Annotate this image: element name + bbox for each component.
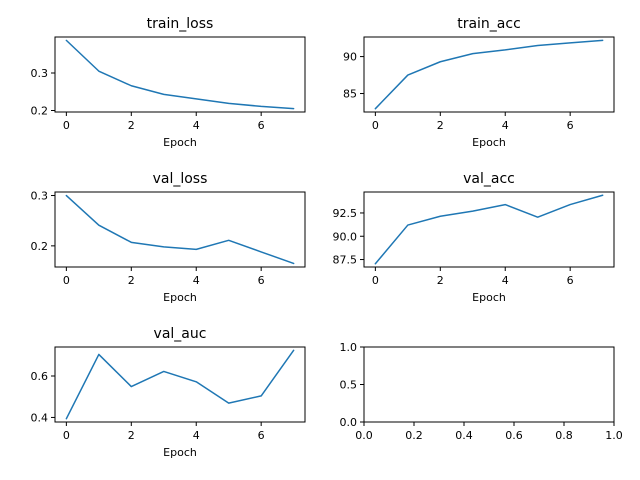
- x-tick-label: 0: [63, 274, 70, 287]
- series-line: [374, 39, 604, 110]
- x-tick-label: 0.6: [505, 429, 523, 442]
- x-tick-label: 2: [437, 274, 444, 287]
- axes-frame: [363, 36, 615, 113]
- x-tick-label: 0.4: [455, 429, 473, 442]
- y-tick-label: 0.6: [31, 370, 49, 383]
- x-axis-label: Epoch: [163, 291, 197, 304]
- subplot-title: train_loss: [147, 16, 214, 32]
- x-axis-label: Epoch: [163, 446, 197, 459]
- y-tick-label: 0.2: [31, 105, 49, 118]
- y-tick-label: 90.0: [333, 230, 358, 243]
- x-tick-label: 4: [502, 119, 509, 132]
- y-tick-label: 0.0: [340, 416, 358, 429]
- x-tick-label: 6: [258, 274, 265, 287]
- series-line: [374, 194, 604, 265]
- x-tick-label: 0: [63, 119, 70, 132]
- subplot-val_loss: 0 2 4 6 0.2 0.3 val_loss Epoch: [31, 171, 306, 304]
- y-tick-label: 0.3: [31, 67, 49, 80]
- axes-frame: [363, 346, 615, 423]
- x-tick-label: 0.8: [555, 429, 573, 442]
- x-tick-label: 1.0: [605, 429, 623, 442]
- y-tick-label: 92.5: [333, 207, 358, 220]
- x-tick-label: 6: [258, 429, 265, 442]
- subplot-title: val_auc: [154, 326, 207, 342]
- axes-frame: [54, 191, 306, 268]
- series-line: [65, 194, 295, 265]
- subplot-val_auc: 0 2 4 6 0.4 0.6 val_auc Epoch: [31, 326, 306, 459]
- x-tick-label: 6: [567, 119, 574, 132]
- axes-frame: [54, 36, 306, 113]
- axes-frame: [363, 191, 615, 268]
- x-tick-label: 6: [567, 274, 574, 287]
- series-line: [65, 39, 295, 110]
- subplot-empty: 0.0 0.2 0.4 0.6 0.8 1.0 0.0 0.5 1.0: [340, 341, 623, 442]
- y-tick-label: 87.5: [333, 254, 358, 267]
- x-tick-label: 4: [193, 119, 200, 132]
- x-tick-label: 6: [258, 119, 265, 132]
- x-tick-label: 2: [128, 119, 135, 132]
- x-tick-label: 4: [193, 429, 200, 442]
- x-tick-label: 2: [437, 119, 444, 132]
- x-tick-label: 0: [372, 274, 379, 287]
- y-tick-label: 85: [343, 88, 357, 101]
- subplot-train_loss: 0 2 4 6 0.2 0.3 train_loss Epoch: [31, 16, 306, 149]
- y-tick-label: 0.3: [31, 190, 49, 203]
- x-tick-label: 4: [502, 274, 509, 287]
- subplot-val_acc: 0 2 4 6 87.5 90.0 92.5 val_acc Epoch: [333, 171, 615, 304]
- x-tick-label: 0: [63, 429, 70, 442]
- y-tick-label: 1.0: [340, 341, 358, 354]
- y-tick-label: 90: [343, 51, 357, 64]
- x-tick-label: 2: [128, 274, 135, 287]
- x-axis-label: Epoch: [472, 291, 506, 304]
- axes-frame: [54, 346, 306, 423]
- x-tick-label: 0: [372, 119, 379, 132]
- x-axis-label: Epoch: [163, 136, 197, 149]
- x-axis-label: Epoch: [472, 136, 506, 149]
- subplot-title: val_acc: [463, 171, 515, 187]
- y-tick-label: 0.4: [31, 411, 49, 424]
- series-line: [65, 349, 295, 420]
- x-tick-label: 0.0: [355, 429, 373, 442]
- subplot-title: train_acc: [457, 16, 521, 32]
- y-tick-label: 0.5: [340, 379, 358, 392]
- x-tick-label: 2: [128, 429, 135, 442]
- x-tick-label: 4: [193, 274, 200, 287]
- x-tick-label: 0.2: [405, 429, 423, 442]
- y-tick-label: 0.2: [31, 240, 49, 253]
- subplot-train_acc: 0 2 4 6 85 90 train_acc Epoch: [343, 16, 615, 149]
- subplot-title: val_loss: [153, 171, 208, 187]
